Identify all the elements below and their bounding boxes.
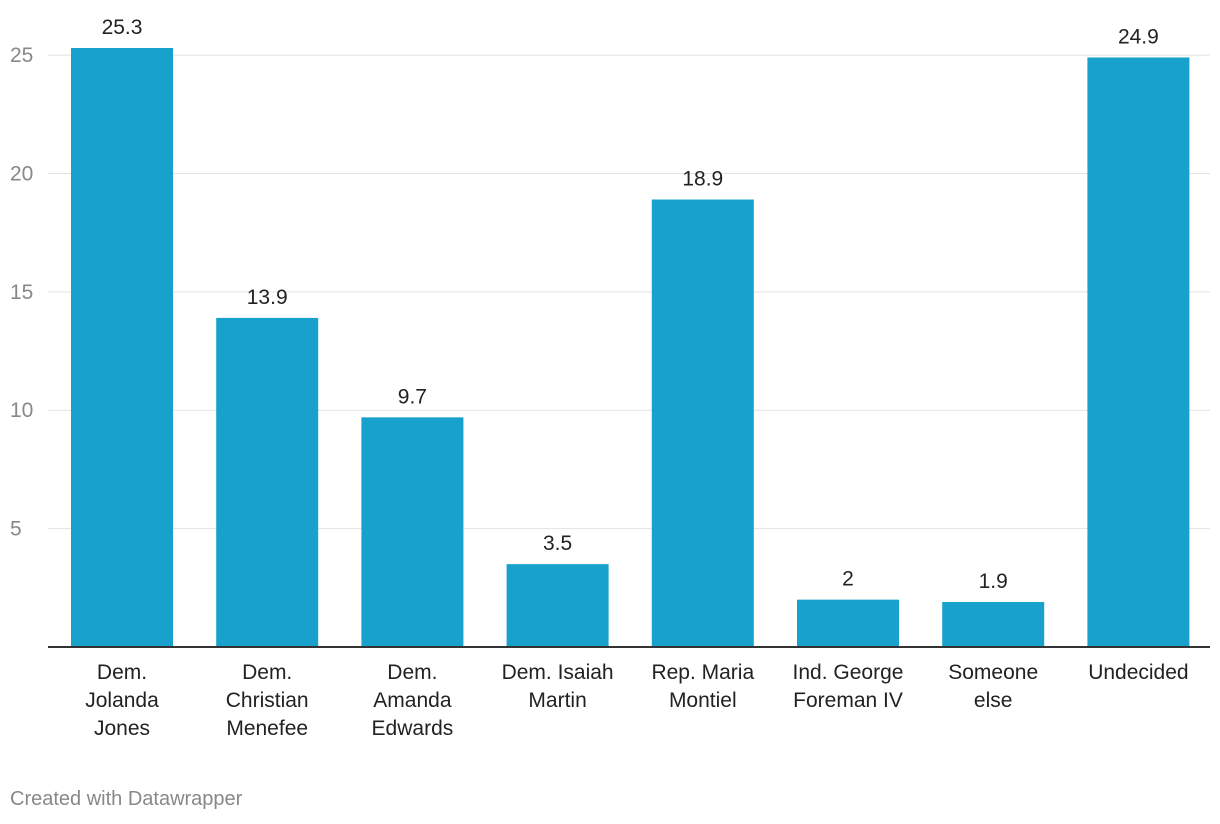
category-label-line: Montiel <box>669 689 737 712</box>
y-tick-label: 15 <box>10 281 33 304</box>
category-label: Ind. George Foreman IV <box>793 661 904 712</box>
category-label: Dem. Amanda Edwards <box>372 661 454 740</box>
y-tick-label: 25 <box>10 44 33 67</box>
bar <box>506 564 609 647</box>
category-label-line: Ind. George <box>793 661 904 684</box>
category-label-line: Rep. Maria <box>651 661 754 684</box>
bar-value-label: 9.7 <box>398 385 427 408</box>
category-label: Dem. Isaiah Martin <box>502 661 614 712</box>
category-label-line: Jones <box>94 717 150 740</box>
bar <box>942 602 1045 647</box>
category-label: Dem. Christian Menefee <box>226 661 309 740</box>
bar-value-label: 25.3 <box>102 16 143 39</box>
bar-value-label: 24.9 <box>1118 25 1159 48</box>
bar <box>216 317 319 647</box>
category-label-line: else <box>974 689 1013 712</box>
bar-value-label: 1.9 <box>979 570 1008 593</box>
category-label: Undecided <box>1088 661 1188 684</box>
bar-value-label: 13.9 <box>247 286 288 309</box>
bar <box>797 599 899 647</box>
category-label-line: Christian <box>226 689 309 712</box>
y-tick-label: 10 <box>10 399 33 422</box>
category-label-line: Foreman IV <box>793 689 903 712</box>
bar <box>651 199 754 647</box>
bar-value-label: 2 <box>842 568 854 591</box>
bar <box>71 48 173 647</box>
y-axis-tick-labels: 5 10 15 20 25 <box>10 44 33 541</box>
category-label-line: Jolanda <box>85 689 159 712</box>
category-label-line: Dem. <box>97 661 147 684</box>
category-label: Rep. Maria Montiel <box>651 661 754 712</box>
bar-value-labels: 25.3 13.9 9.7 3.5 18.9 2 1.9 24.9 <box>102 16 1159 593</box>
category-label-line: Dem. <box>387 661 437 684</box>
category-label-line: Menefee <box>226 717 308 740</box>
category-label-line: Martin <box>528 689 586 712</box>
category-label-line: Edwards <box>372 717 454 740</box>
bar-chart: 5 10 15 20 25 25.3 13.9 9.7 3.5 18.9 2 1.9 24.9 Dem… <box>10 16 1210 740</box>
category-label: Dem. Jolanda Jones <box>85 661 159 740</box>
category-label-line: Dem. Isaiah <box>502 661 614 684</box>
datawrapper-credit: Created with Datawrapper <box>10 788 243 810</box>
category-label-line: Dem. <box>242 661 292 684</box>
category-label: Someone else <box>948 661 1038 712</box>
y-tick-label: 20 <box>10 162 33 185</box>
bars <box>71 48 1190 648</box>
bar-value-label: 18.9 <box>682 168 723 191</box>
category-label-line: Amanda <box>373 689 452 712</box>
category-label-line: Someone <box>948 661 1038 684</box>
bar-value-label: 3.5 <box>543 532 572 555</box>
bar <box>361 417 464 647</box>
y-tick-label: 5 <box>10 518 22 541</box>
bar <box>1087 57 1190 648</box>
category-label-line: Undecided <box>1088 661 1188 684</box>
